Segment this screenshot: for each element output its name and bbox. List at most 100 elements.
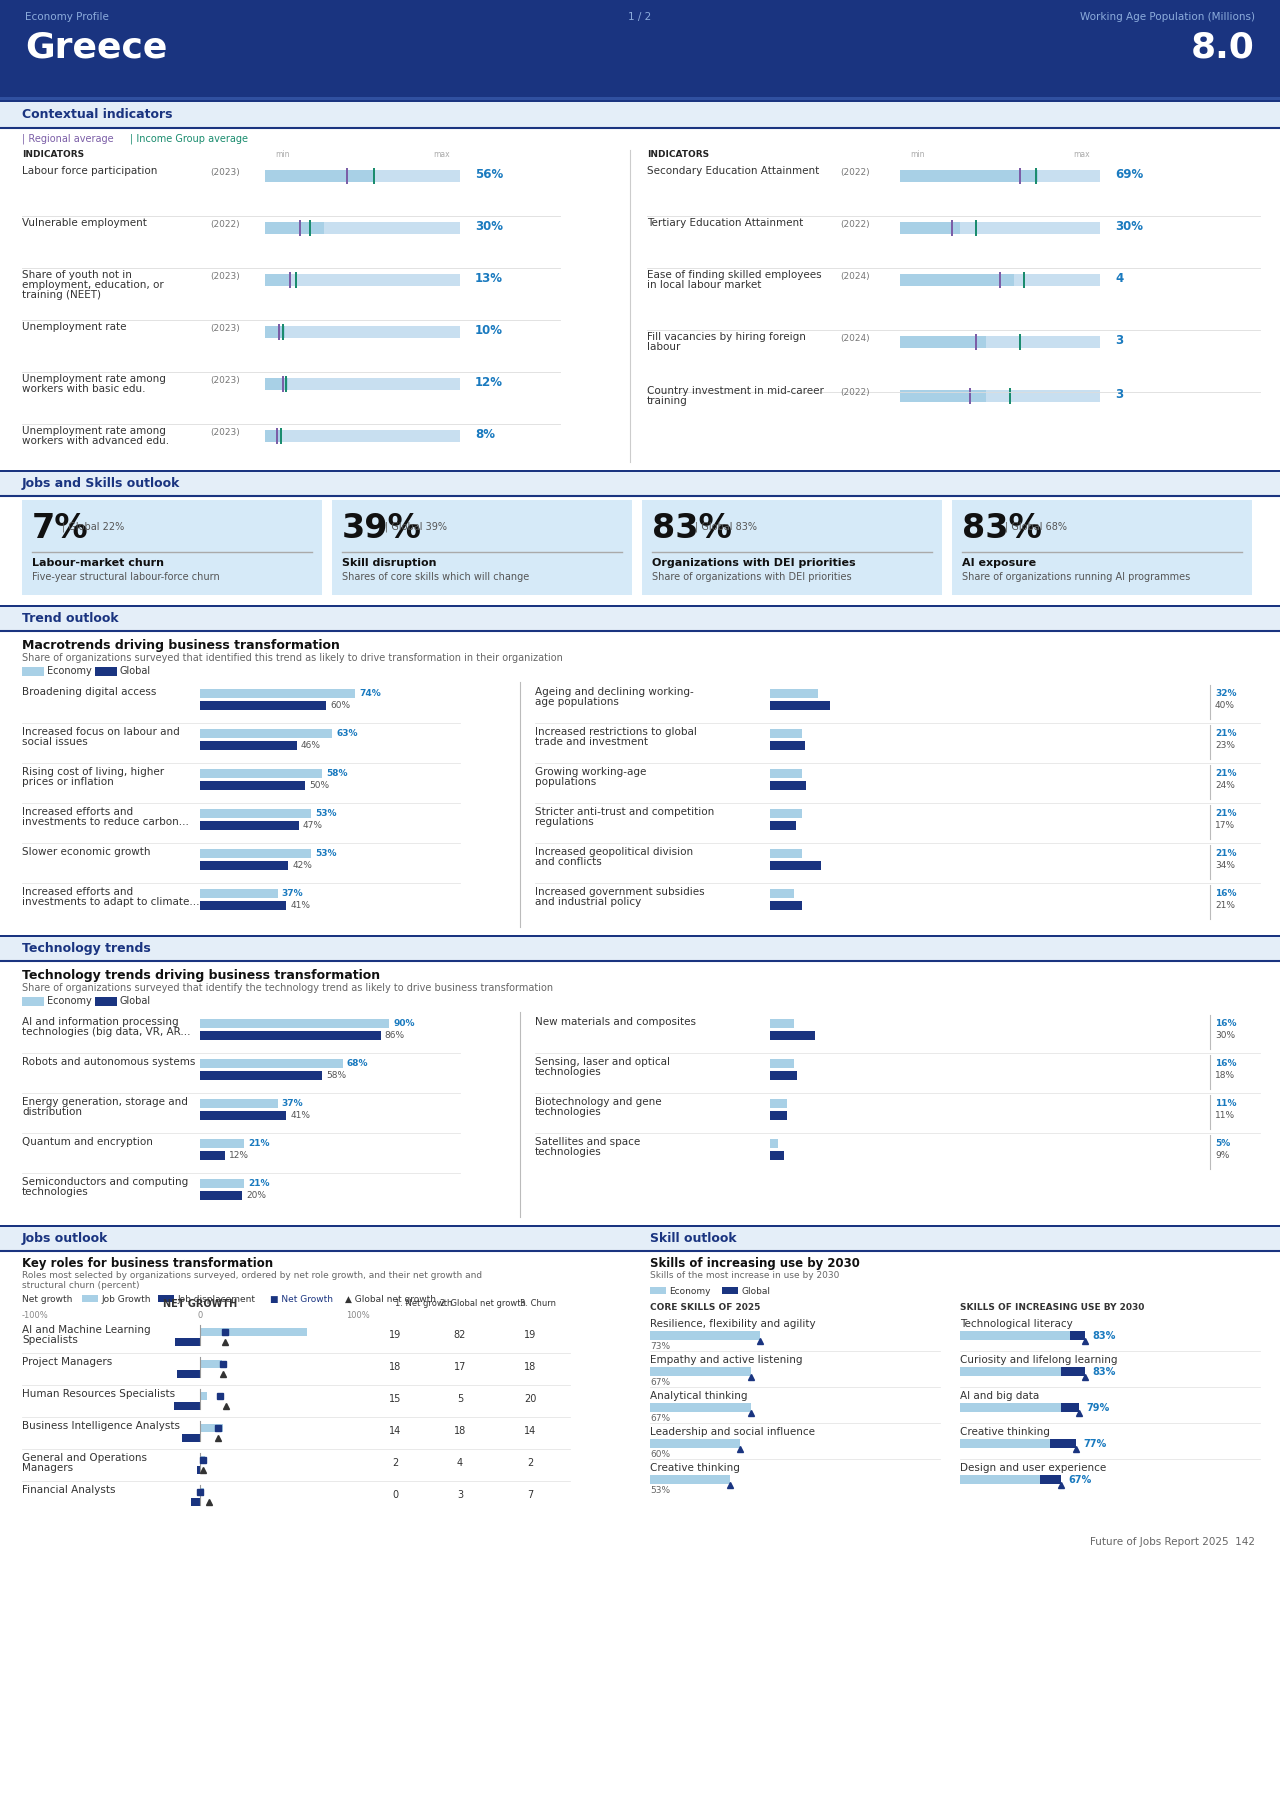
Text: 13%: 13% (475, 271, 503, 286)
Text: Global: Global (120, 666, 151, 677)
Bar (771, 901, 801, 910)
Text: workers with basic edu.: workers with basic edu. (22, 384, 146, 394)
Bar (1061, 1404, 1079, 1413)
Text: Leadership and social influence: Leadership and social influence (650, 1427, 815, 1436)
Text: Future of Jobs Report 2025  142: Future of Jobs Report 2025 142 (1091, 1538, 1254, 1547)
Bar (308, 221, 311, 235)
Text: 24%: 24% (1215, 781, 1235, 791)
Text: (2022): (2022) (840, 221, 869, 230)
Text: 11%: 11% (1215, 1111, 1235, 1120)
Bar (200, 861, 288, 870)
Text: | Global 83%: | Global 83% (695, 523, 756, 532)
Text: 46%: 46% (301, 742, 320, 751)
Text: 18: 18 (524, 1362, 536, 1371)
Text: Creative thinking: Creative thinking (650, 1463, 740, 1473)
Text: 20%: 20% (246, 1190, 266, 1199)
Bar (771, 1071, 797, 1080)
Text: Analytical thinking: Analytical thinking (650, 1391, 748, 1400)
Text: Growing working-age: Growing working-age (535, 767, 646, 778)
Bar (0, 1558, 1280, 1809)
Bar (0, 470, 1280, 472)
Text: Share of organizations running AI programmes: Share of organizations running AI progra… (963, 572, 1190, 582)
Text: Skills of the most increase in use by 2030: Skills of the most increase in use by 20… (650, 1272, 840, 1281)
Text: Share of organizations with DEI priorities: Share of organizations with DEI prioriti… (652, 572, 851, 582)
Bar (278, 324, 279, 340)
Text: Increased focus on labour and: Increased focus on labour and (22, 727, 179, 736)
Text: 21%: 21% (1215, 848, 1236, 857)
Text: 83%: 83% (1093, 1331, 1116, 1340)
Text: in local labour market: in local labour market (646, 280, 762, 289)
Bar (900, 273, 1100, 286)
Text: Macrotrends driving business transformation: Macrotrends driving business transformat… (22, 639, 340, 651)
Bar (1019, 168, 1021, 185)
Text: 32%: 32% (1215, 689, 1236, 698)
Bar (200, 1179, 244, 1189)
Bar (960, 1474, 1039, 1483)
Text: Empathy and active listening: Empathy and active listening (650, 1355, 803, 1366)
Text: (2022): (2022) (210, 221, 239, 230)
Bar (265, 378, 288, 391)
Bar (200, 702, 326, 709)
Text: investments to adapt to climate...: investments to adapt to climate... (22, 897, 200, 906)
Text: prices or inflation: prices or inflation (22, 778, 114, 787)
Bar (200, 1111, 287, 1120)
Text: | Global 68%: | Global 68% (1005, 523, 1068, 532)
Text: 79%: 79% (1087, 1404, 1110, 1413)
Text: 11%: 11% (1215, 1100, 1236, 1107)
Bar (346, 168, 348, 185)
Text: Shares of core skills which will change: Shares of core skills which will change (342, 572, 529, 582)
Text: Jobs and Skills outlook: Jobs and Skills outlook (22, 478, 180, 490)
Text: 19: 19 (389, 1330, 401, 1340)
Text: 37%: 37% (282, 888, 303, 897)
Bar (265, 431, 460, 441)
Text: 5%: 5% (1215, 1140, 1230, 1149)
Text: 41%: 41% (291, 1111, 310, 1120)
Bar (265, 273, 460, 286)
Bar (182, 1435, 200, 1442)
Text: AI exposure: AI exposure (963, 557, 1036, 568)
Bar (82, 1295, 99, 1302)
Text: Job displacement: Job displacement (177, 1295, 255, 1304)
Bar (265, 431, 280, 441)
Bar (771, 689, 818, 698)
Text: 18%: 18% (1215, 1071, 1235, 1080)
Text: Country investment in mid-career: Country investment in mid-career (646, 385, 824, 396)
Text: 15: 15 (389, 1395, 401, 1404)
Bar (200, 1151, 225, 1160)
Text: 56%: 56% (475, 168, 503, 181)
Text: 3: 3 (457, 1491, 463, 1500)
Text: 60%: 60% (650, 1451, 671, 1460)
Text: Unemployment rate among: Unemployment rate among (22, 425, 166, 436)
Text: Increased efforts and: Increased efforts and (22, 886, 133, 897)
Text: 7%: 7% (32, 512, 88, 545)
Text: 18: 18 (389, 1362, 401, 1371)
Text: 50%: 50% (308, 781, 329, 791)
Text: 30%: 30% (1215, 1031, 1235, 1040)
Bar (960, 1368, 1061, 1377)
Text: technologies: technologies (535, 1147, 602, 1158)
Text: | Global 22%: | Global 22% (61, 523, 124, 532)
Text: 53%: 53% (650, 1485, 671, 1494)
Text: CORE SKILLS OF 2025: CORE SKILLS OF 2025 (650, 1302, 760, 1312)
Text: 3. Churn: 3. Churn (520, 1299, 556, 1308)
Text: 8.0: 8.0 (1192, 31, 1254, 63)
Text: Economy Profile: Economy Profile (26, 13, 109, 22)
Text: technologies: technologies (22, 1187, 88, 1198)
Text: 37%: 37% (282, 1100, 303, 1107)
Text: Economy: Economy (669, 1286, 710, 1295)
Bar (771, 781, 806, 791)
Text: Financial Analysts: Financial Analysts (22, 1485, 115, 1494)
Bar (771, 1018, 794, 1028)
Bar (0, 1225, 1280, 1252)
Bar (157, 1295, 174, 1302)
Text: Semiconductors and computing: Semiconductors and computing (22, 1178, 188, 1187)
Bar (0, 0, 1280, 99)
Bar (0, 604, 1280, 631)
Bar (952, 499, 1252, 595)
Bar (200, 888, 278, 897)
Text: (2022): (2022) (840, 168, 869, 177)
Bar (200, 901, 287, 910)
Text: General and Operations: General and Operations (22, 1453, 147, 1463)
Bar (200, 1456, 205, 1463)
Bar (282, 324, 284, 340)
